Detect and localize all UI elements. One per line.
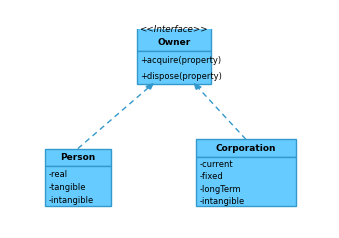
- Text: Owner: Owner: [157, 38, 191, 47]
- Text: <<Interface>>: <<Interface>>: [139, 25, 208, 34]
- FancyBboxPatch shape: [196, 157, 296, 206]
- Text: +acquire(property): +acquire(property): [140, 56, 221, 65]
- Text: -fixed: -fixed: [199, 172, 223, 181]
- Text: -longTerm: -longTerm: [199, 184, 241, 193]
- FancyBboxPatch shape: [137, 20, 211, 50]
- Text: Corporation: Corporation: [216, 144, 276, 153]
- Text: -current: -current: [199, 160, 233, 169]
- Text: -intangible: -intangible: [48, 196, 94, 205]
- FancyBboxPatch shape: [196, 139, 296, 157]
- Text: -tangible: -tangible: [48, 183, 86, 192]
- Polygon shape: [194, 84, 201, 89]
- Text: -real: -real: [48, 169, 67, 178]
- FancyBboxPatch shape: [137, 50, 211, 84]
- Polygon shape: [146, 84, 153, 89]
- Text: -intangible: -intangible: [199, 197, 244, 206]
- FancyBboxPatch shape: [45, 149, 111, 166]
- Text: +dispose(property): +dispose(property): [140, 72, 222, 81]
- FancyBboxPatch shape: [45, 166, 111, 206]
- Text: Person: Person: [60, 153, 96, 162]
